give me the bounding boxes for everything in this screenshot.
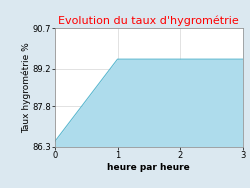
Y-axis label: Taux hygrométrie %: Taux hygrométrie % [21,42,31,133]
X-axis label: heure par heure: heure par heure [108,163,190,172]
Title: Evolution du taux d'hygrométrie: Evolution du taux d'hygrométrie [58,16,239,26]
